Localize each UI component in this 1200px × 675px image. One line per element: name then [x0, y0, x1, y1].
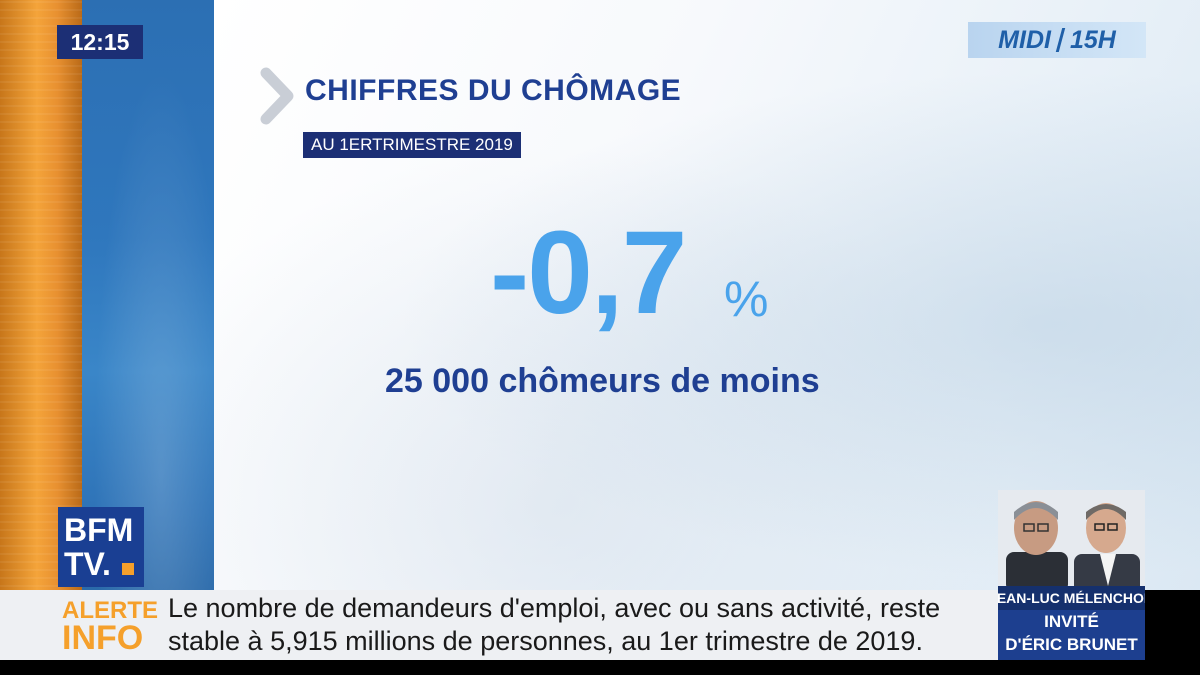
- channel-logo: BFM TV.: [58, 507, 144, 587]
- channel-logo-line1: BFM: [64, 512, 134, 548]
- show-logo: MIDI 15H: [968, 22, 1146, 58]
- ticker-text-line2: stable à 5,915 millions de personnes, au…: [168, 626, 923, 656]
- chevron-right-icon: [260, 67, 294, 125]
- ticker-text: Le nombre de demandeurs d'emploi, avec o…: [168, 590, 988, 660]
- stat-caption: 25 000 chômeurs de moins: [385, 362, 820, 400]
- guest-box: JEAN-LUC MÉLENCHON INVITÉ D'ÉRIC BRUNET: [998, 490, 1145, 660]
- alert-label-line1: ALERTE: [62, 597, 158, 624]
- alert-label: ALERTE INFO: [62, 597, 158, 657]
- headline-subtitle: AU 1ERTRIMESTRE 2019: [303, 132, 521, 158]
- guest-role-line2: D'ÉRIC BRUNET: [1005, 635, 1138, 654]
- alert-label-line2: INFO: [62, 619, 144, 657]
- clock: 12:15: [57, 25, 143, 59]
- headline-title: CHIFFRES DU CHÔMAGE: [305, 74, 682, 107]
- guest-role-line1: INVITÉ: [1044, 612, 1099, 631]
- show-logo-separator: [1055, 28, 1066, 52]
- guest-name: JEAN-LUC MÉLENCHON: [998, 586, 1145, 610]
- ticker-text-line1: Le nombre de demandeurs d'emploi, avec o…: [168, 593, 941, 623]
- stat-value: -0,7: [490, 207, 687, 339]
- news-ticker: [0, 590, 1000, 660]
- channel-logo-line2: TV.: [64, 546, 111, 582]
- channel-logo-dot: [122, 563, 134, 575]
- stat-unit: %: [724, 271, 769, 327]
- show-logo-part1: MIDI: [998, 25, 1051, 54]
- bottom-strip: [0, 660, 1200, 675]
- guest-photo: [998, 490, 1145, 586]
- decorative-blue-pillar: [82, 0, 214, 675]
- show-logo-part2: 15H: [1069, 25, 1116, 54]
